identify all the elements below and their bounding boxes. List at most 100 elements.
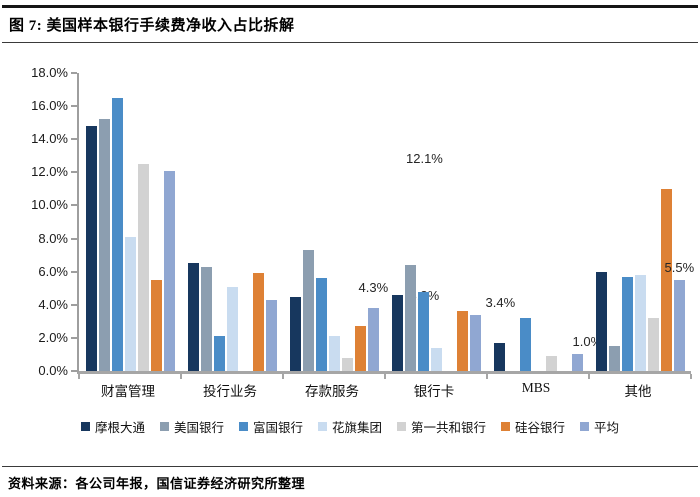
bar (608, 346, 620, 371)
legend-label: 平均 (594, 421, 620, 435)
legend-label: 摩根大通 (94, 421, 145, 435)
y-tick-mark (71, 303, 77, 306)
data-label: 5.5% (664, 259, 695, 275)
bar (673, 279, 685, 371)
x-tick-mark (690, 374, 692, 379)
bar (302, 250, 314, 371)
y-tick-mark (71, 105, 77, 108)
bar-group-3: 3.8% (283, 73, 439, 371)
y-tick-mark (71, 336, 77, 339)
y-tick-label: 16.0% (31, 98, 68, 114)
x-tick-mark (281, 374, 284, 379)
source-note: 资料来源：各公司年报，国信证券经济研究所整理 (8, 476, 306, 491)
bar (595, 271, 607, 371)
legend-label: 美国银行 (173, 421, 224, 435)
legend-swatch-icon (238, 422, 248, 431)
data-label: 1.0% (572, 334, 603, 350)
bar (98, 119, 110, 371)
legend-item: 平均 (580, 417, 619, 436)
y-tick-mark (71, 72, 77, 74)
legend-swatch-icon (501, 422, 511, 431)
y-tick-label: 6.0% (38, 263, 68, 279)
bar (341, 357, 353, 371)
figure-footer: 资料来源：各公司年报，国信证券经济研究所整理 (2, 466, 698, 493)
x-category-label: MBS (521, 380, 551, 395)
bar (493, 342, 505, 371)
bar (647, 318, 659, 371)
x-category-label: 存款服务 (305, 384, 359, 399)
x-category-label: 投行业务 (203, 384, 257, 399)
x-category-label: 银行卡 (413, 384, 455, 399)
bar (367, 308, 379, 371)
legend-item: 硅谷银行 (501, 417, 565, 436)
y-tick-mark (71, 237, 77, 240)
figure-header: 图 7: 美国样本银行手续费净收入占比拆解 (2, 5, 698, 43)
legend-label: 第一共和银行 (411, 421, 487, 435)
chart-legend: 摩根大通 美国银行 富国银行 花旗集团 第一共和银行 硅谷银行 平均 (0, 417, 700, 436)
y-tick-mark (71, 138, 77, 141)
x-tick-mark (179, 374, 182, 379)
data-label: 3.4% (485, 294, 516, 310)
y-tick-label: 2.0% (38, 329, 68, 345)
y-tick-mark (71, 270, 77, 273)
y-axis: 0.0% 2.0% 4.0% 6.0% 8.0% 10.0% 12.0% 14.0% 16.0%… (0, 66, 70, 378)
x-tick-mark (78, 374, 80, 379)
bar (634, 274, 646, 371)
legend-item: 摩根大通 (80, 417, 145, 436)
bar (187, 263, 199, 371)
bar (252, 273, 264, 371)
y-tick-mark (71, 171, 77, 174)
x-tick-mark (485, 374, 488, 379)
y-tick-mark (71, 370, 77, 372)
bar (621, 276, 633, 371)
bar (571, 354, 583, 371)
bar (289, 296, 301, 371)
y-tick-mark (71, 204, 77, 207)
bar-group-6: 5.5% (589, 73, 694, 371)
x-axis-labels: 财富管理 投行业务 存款服务 银行卡 MBS 其他 (77, 380, 689, 400)
bar (85, 125, 97, 371)
bar-group-1: 12.1% (79, 73, 443, 371)
legend-swatch-icon (317, 422, 327, 431)
figure-title: 图 7: 美国样本银行手续费净收入占比拆解 (9, 18, 295, 34)
legend-swatch-icon (159, 422, 169, 431)
legend-item: 美国银行 (159, 417, 224, 436)
legend-swatch-icon (580, 422, 590, 431)
data-label: 4.3% (358, 279, 389, 295)
bar (226, 286, 238, 371)
bar (545, 356, 557, 371)
bar (391, 294, 403, 371)
bar (150, 279, 162, 371)
bar (315, 278, 327, 371)
bar (200, 266, 212, 371)
legend-item: 第一共和银行 (397, 417, 486, 436)
y-tick-label: 10.0% (31, 197, 68, 213)
legend-item: 花旗集团 (317, 417, 382, 436)
x-category-label: 其他 (624, 384, 652, 399)
bar (137, 164, 149, 371)
y-tick-label: 4.0% (38, 296, 68, 312)
data-label: 12.1% (406, 150, 443, 166)
plot-area: 12.1% 4.3%3.8% 3.4% 1.0% 5.5% (71, 72, 694, 379)
legend-label: 富国银行 (252, 421, 303, 435)
legend-swatch-icon (397, 422, 406, 431)
bar (111, 97, 123, 371)
x-tick-mark (588, 374, 590, 379)
bar-group-4: 3.4% (385, 73, 515, 371)
bar-group-5: 1.0% (487, 73, 602, 371)
legend-label: 花旗集团 (331, 421, 382, 435)
y-tick-label: 12.0% (31, 164, 68, 180)
y-tick-label: 0.0% (38, 363, 68, 378)
bar (404, 265, 416, 371)
bar (456, 311, 468, 371)
legend-label: 硅谷银行 (515, 421, 566, 435)
bar (328, 336, 340, 371)
bar (124, 236, 136, 371)
y-tick-label: 8.0% (38, 230, 68, 246)
bar (163, 170, 175, 371)
bar (660, 188, 672, 371)
bar (417, 291, 429, 371)
bar-group-2: 4.3% (181, 73, 388, 371)
legend-item: 富国银行 (238, 417, 303, 436)
